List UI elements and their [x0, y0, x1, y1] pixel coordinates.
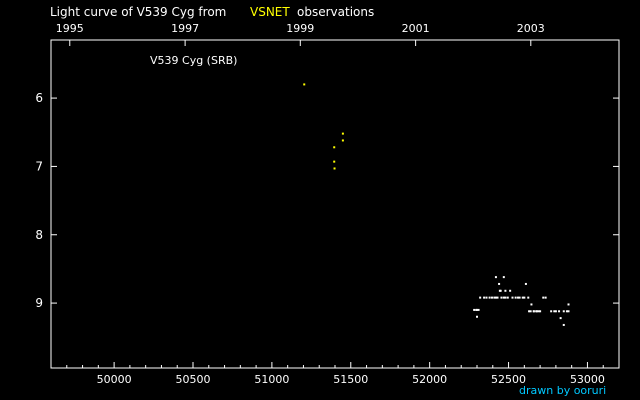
data-point: [500, 296, 503, 299]
data-point: [496, 296, 499, 299]
data-point: [494, 296, 497, 299]
y-tick-label: 9: [35, 296, 43, 310]
year-tick-label: 1999: [286, 22, 314, 35]
data-point: [524, 282, 527, 285]
x-tick-label: 50000: [97, 373, 132, 386]
data-point: [476, 308, 478, 311]
x-tick-label: 52000: [412, 373, 447, 386]
data-point: [341, 139, 344, 142]
chart-title-highlight: VSNET: [250, 5, 290, 19]
data-point: [535, 310, 538, 313]
year-tick-label: 1995: [56, 22, 84, 35]
data-point: [518, 296, 521, 299]
data-point: [537, 310, 540, 313]
x-tick-label: 51500: [333, 373, 368, 386]
data-point: [528, 310, 531, 313]
data-point: [483, 296, 486, 299]
data-point: [539, 310, 542, 313]
data-point: [493, 296, 496, 299]
data-point: [490, 296, 493, 299]
chart-title-prefix: Light curve of V539 Cyg from: [50, 5, 226, 19]
data-point: [504, 289, 507, 292]
y-tick-label: 6: [35, 91, 43, 105]
credit-label: drawn by ooruri: [519, 384, 606, 397]
data-point: [550, 310, 553, 313]
data-point: [567, 303, 570, 306]
data-point: [517, 296, 520, 299]
data-point: [333, 167, 336, 170]
axis-ticks: 50000 50500 51000 51500 52000 52500 53000 1995 1…: [35, 22, 619, 386]
data-points: [303, 83, 570, 326]
data-point: [488, 296, 491, 299]
data-point: [504, 296, 507, 299]
data-point: [499, 289, 502, 292]
data-point: [473, 308, 476, 311]
data-point: [567, 310, 570, 313]
data-point: [333, 160, 336, 163]
data-point: [521, 296, 524, 299]
data-point: [502, 276, 505, 279]
data-point: [529, 310, 532, 313]
data-point: [530, 303, 533, 306]
chart-title-suffix: observations: [297, 5, 374, 19]
year-tick-label: 2003: [517, 22, 545, 35]
y-tick-label: 8: [35, 228, 43, 242]
data-point: [562, 323, 565, 326]
data-point: [559, 317, 562, 320]
data-point: [506, 296, 509, 299]
data-point: [562, 310, 565, 313]
x-tick-label: 52500: [491, 373, 526, 386]
data-point: [476, 315, 478, 318]
data-point: [333, 146, 336, 149]
data-point: [565, 310, 568, 313]
data-point: [544, 296, 547, 299]
data-point: [485, 296, 488, 299]
star-label: V539 Cyg (SRB): [150, 54, 237, 67]
data-point: [532, 310, 535, 313]
data-point: [542, 296, 545, 299]
data-point: [479, 296, 482, 299]
year-tick-label: 1997: [171, 22, 199, 35]
year-tick-label: 2001: [402, 22, 430, 35]
data-point: [341, 132, 344, 135]
y-tick-label: 7: [35, 159, 43, 173]
x-tick-label: 53000: [570, 373, 605, 386]
data-point: [477, 308, 480, 311]
data-point: [514, 296, 517, 299]
data-point: [527, 296, 530, 299]
x-tick-label: 51000: [254, 373, 289, 386]
data-point: [523, 296, 526, 299]
data-point: [494, 276, 497, 279]
data-point: [498, 282, 501, 285]
data-point: [553, 310, 556, 313]
data-point: [509, 289, 512, 292]
x-tick-label: 50500: [176, 373, 211, 386]
data-point: [558, 310, 561, 313]
data-point: [511, 296, 514, 299]
data-point: [303, 83, 306, 86]
data-point: [554, 310, 557, 313]
data-point: [502, 296, 505, 299]
